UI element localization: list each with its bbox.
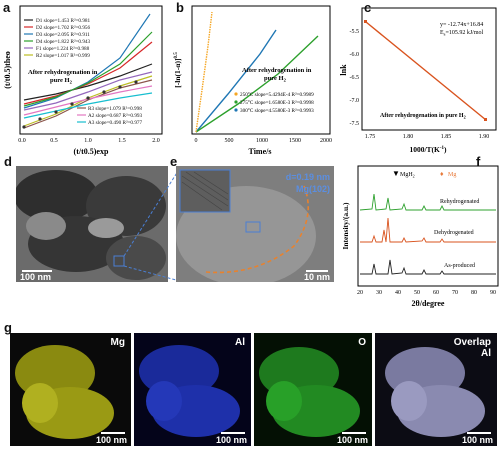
scale-bar-label: 100 nm xyxy=(20,272,52,282)
legend-entry: A3 slope=0.490 R²=0.977 xyxy=(88,120,143,126)
panel-label-f: f xyxy=(476,154,481,169)
panel-label-b: b xyxy=(176,0,184,15)
eds-map-mg: Mg 100 nm xyxy=(10,333,131,446)
mgh2-marker-icon: ▼ xyxy=(392,169,400,178)
x-tick: 30 xyxy=(376,290,382,296)
panel-a-note-2: pure H2 xyxy=(50,77,73,85)
x-tick: 1.75 xyxy=(365,134,376,140)
panel-b-note-2: pure H2 xyxy=(264,75,287,83)
legend-entry: R2 slope=1.017 R²=0.999 xyxy=(36,53,90,59)
mg-marker-icon: ♦ xyxy=(440,170,444,178)
crystal-plane-label: Mg(102) xyxy=(295,184,330,194)
legend-entry: D4 slope=1.822 R²=0.943 xyxy=(36,39,91,45)
x-tick: 500 xyxy=(225,138,234,144)
scale-bar-label: 100 nm xyxy=(95,435,127,445)
panel-label-c: c xyxy=(364,0,372,15)
x-tick: 80 xyxy=(471,290,477,296)
x-tick: 70 xyxy=(452,290,458,296)
data-point xyxy=(364,20,367,23)
y-axis-label: [-ln(1-α)]0.5 xyxy=(173,52,182,88)
x-tick: 90 xyxy=(490,290,496,296)
scale-bar-label: 100 nm xyxy=(215,435,247,445)
panel-c-note: After rehydrogenation in pure H2 xyxy=(380,113,466,120)
y-tick: -6.5 xyxy=(350,75,360,81)
panel-b: b After rehydrogenation in pure H2 250°C… xyxy=(168,0,336,160)
x-tick: 1000 xyxy=(256,138,268,144)
x-tick: 0.0 xyxy=(18,138,26,144)
trace-label: Dehydrogenated xyxy=(434,230,474,236)
eds-map-o: O 100 nm xyxy=(254,333,372,446)
element-label: Al xyxy=(235,337,245,348)
legend-entry: R3 slope=1.079 R²=0.998 xyxy=(88,106,142,112)
element-label: O xyxy=(358,337,366,348)
legend-entry: 250°C slope=5.4294E-4 R²=0.9989 xyxy=(240,91,314,98)
x-tick: 1.5 xyxy=(118,138,126,144)
x-tick: 60 xyxy=(433,290,439,296)
panel-a-note: After rehydrogenation in xyxy=(28,69,98,76)
x-tick: 1.80 xyxy=(403,134,414,140)
data-point xyxy=(484,118,487,121)
x-tick: 0.5 xyxy=(50,138,58,144)
trace-label: As-produced xyxy=(444,263,475,269)
panel-b-chart: After rehydrogenation in pure H2 250°C s… xyxy=(173,5,332,156)
x-tick: 50 xyxy=(414,290,420,296)
panel-label-g: g xyxy=(4,320,12,335)
panel-f: f Rehydrogenated Dehydrogenated As-produ… xyxy=(336,154,500,310)
panel-label-a: a xyxy=(3,0,11,15)
scale-bar-label: 100 nm xyxy=(461,435,493,445)
legend-entry: A2 slope=0.687 R²=0.993 xyxy=(88,113,143,119)
x-tick: 1.90 xyxy=(479,134,490,140)
activation-energy: Ea=105.92 kJ/mol xyxy=(440,30,484,37)
x-axis-label: 1000/T(K-1) xyxy=(409,145,447,154)
y-tick: -6.0 xyxy=(350,52,360,58)
y-tick: -7.5 xyxy=(350,121,360,127)
scale-bar-label: 10 nm xyxy=(303,272,330,282)
y-axis-label: Intensity/(a.u.) xyxy=(341,202,350,250)
panel-c: c y= -12.74x+16.84 Ea=105.92 kJ/mol Afte… xyxy=(336,0,500,160)
panel-a: a D1 slope=1.453 R²=0.981 D2 slope=1.702… xyxy=(0,0,168,160)
x-tick: 2.0 xyxy=(152,138,160,144)
panel-a-chart: D1 slope=1.453 R²=0.981 D2 slope=1.702 R… xyxy=(3,5,163,156)
x-axis-label: 2θ/degree xyxy=(412,299,445,308)
panel-label-d: d xyxy=(4,154,12,169)
panel-c-chart: y= -12.74x+16.84 Ea=105.92 kJ/mol After … xyxy=(339,7,497,154)
x-axis-label: (t/t0.5)exp xyxy=(74,147,109,156)
eds-map-overlap: Overlap Al 100 nm xyxy=(375,333,497,446)
x-tick: 0 xyxy=(195,138,198,144)
trace-label: Rehydrogenated xyxy=(440,199,479,205)
x-tick: 1.0 xyxy=(84,138,92,144)
panel-f-chart: Rehydrogenated Dehydrogenated As-produce… xyxy=(341,165,499,308)
legend-entry: 300°C slope=4.5580E-3 R²=0.9993 xyxy=(240,107,314,114)
d-spacing-label: d=0.19 nm xyxy=(285,172,330,182)
legend-mgh2: MgH2 xyxy=(400,172,415,179)
legend-entry: D1 slope=1.453 R²=0.981 xyxy=(36,18,91,24)
y-tick: -7.0 xyxy=(350,98,360,104)
y-tick: -5.5 xyxy=(350,29,360,35)
legend-entry: D3 slope=2.095 R²=0.911 xyxy=(36,32,90,38)
x-tick: 1.85 xyxy=(441,134,452,140)
panel-label-e: e xyxy=(170,154,178,169)
scale-bar-label: 100 nm xyxy=(336,435,368,445)
x-tick: 2000 xyxy=(320,138,332,144)
eds-map-al: Al 100 nm xyxy=(134,333,251,446)
legend-entry: D2 slope=1.702 R²=0.956 xyxy=(36,25,91,31)
element-label: Overlap Al xyxy=(453,337,491,359)
fit-equation: y= -12.74x+16.84 xyxy=(440,22,483,28)
legend-mg: Mg xyxy=(448,172,456,178)
x-tick: 20 xyxy=(357,290,363,296)
legend-entry: 275°C slope=1.6580E-3 R²=0.9998 xyxy=(240,99,314,106)
y-axis-label: lnk xyxy=(339,64,348,76)
panel-b-note: After rehydrogenation in xyxy=(242,67,312,74)
legend-entry: F1 slope=1.224 R²=0.988 xyxy=(36,46,90,52)
y-axis-label: (t/t0.5)theo xyxy=(3,51,12,89)
element-label: Mg xyxy=(110,337,125,348)
hrtem-image-e: d=0.19 nm Mg(102) 10 nm xyxy=(176,166,334,282)
x-tick: 1500 xyxy=(289,138,301,144)
x-axis-label: Time/s xyxy=(249,147,272,156)
x-tick: 40 xyxy=(395,290,401,296)
fit-line xyxy=(365,21,487,121)
